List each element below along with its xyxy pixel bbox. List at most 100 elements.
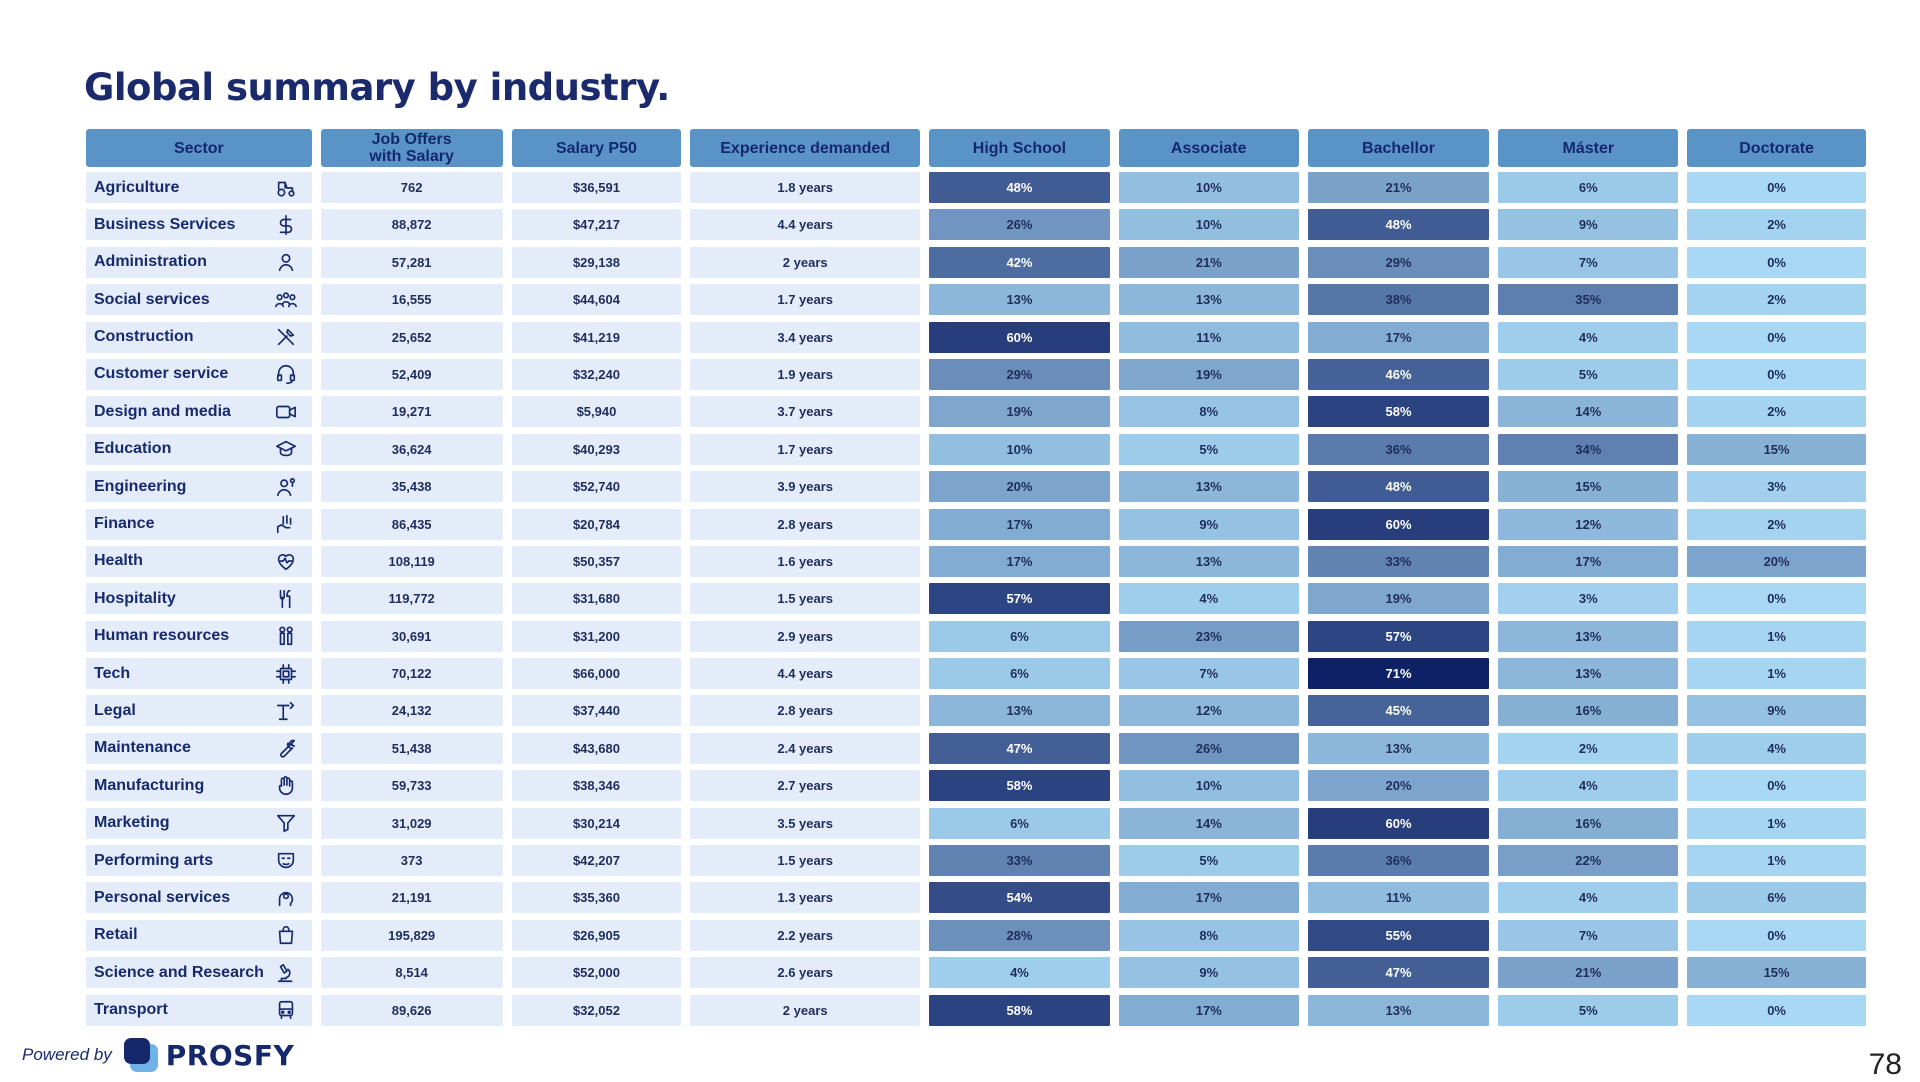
heat-cell-doctorate: 6%: [1687, 882, 1866, 914]
table-row: Health 108,119 $50,357 1.6 years 17% 13% 33% 17…: [86, 543, 1866, 580]
heat-cell-high-school: 28%: [929, 919, 1110, 951]
table-row: Business Services 88,872 $47,217 4.4 years 2…: [86, 206, 1866, 243]
sector-label: Administration: [94, 253, 207, 271]
heat-cell-bachellor: 36%: [1307, 433, 1490, 465]
sector-label: Construction: [94, 328, 194, 346]
experience-cell: 3.4 years: [690, 321, 921, 353]
cutlery-icon: [274, 587, 298, 611]
experience-cell: 2 years: [690, 994, 921, 1026]
heat-cell-high-school: 58%: [929, 770, 1110, 802]
heat-cell-high-school: 33%: [929, 845, 1110, 877]
heat-cell-high-school: 57%: [929, 583, 1110, 615]
job-offers-cell: 24,132: [320, 695, 503, 727]
heat-cell-doctorate: 4%: [1687, 732, 1866, 764]
job-offers-cell: 88,872: [320, 209, 503, 241]
heat-cell-high-school: 4%: [929, 957, 1110, 989]
salary-p50-cell: $44,604: [511, 284, 682, 316]
salary-p50-cell: $52,000: [511, 957, 682, 989]
table-row: Engineering 35,438 $52,740 3.9 years 20% 13% 4…: [86, 468, 1866, 505]
sector-label: Business Services: [94, 215, 236, 233]
sector-label: Retail: [94, 926, 138, 944]
sector-cell: Performing arts: [86, 845, 312, 877]
heat-cell-bachellor: 57%: [1307, 620, 1490, 652]
sector-label: Transport: [94, 1001, 168, 1019]
heat-cell-master: 13%: [1498, 658, 1679, 690]
industry-summary-table: Sector Job Offers with Salary Salary P50 Ex…: [86, 129, 1866, 1029]
job-offers-cell: 8,514: [320, 957, 503, 989]
heat-cell-associate: 21%: [1118, 246, 1299, 278]
table-row: Maintenance 51,438 $43,680 2.4 years 47% 26% 1…: [86, 730, 1866, 767]
table-row: Design and media 19,271 $5,940 3.7 years 19%…: [86, 393, 1866, 430]
sector-label: Social services: [94, 290, 210, 308]
heat-cell-doctorate: 0%: [1687, 919, 1866, 951]
experience-cell: 1.7 years: [690, 433, 921, 465]
heat-cell-doctorate: 2%: [1687, 284, 1866, 316]
sector-cell: Design and media: [86, 396, 312, 428]
heat-cell-master: 9%: [1498, 209, 1679, 241]
graduation-cap-icon: [274, 437, 298, 461]
heat-cell-master: 4%: [1498, 882, 1679, 914]
table-body: Agriculture 762 $36,591 1.8 years 48% 10% 21% 6…: [86, 169, 1866, 1029]
prosfy-logo-icon: [123, 1038, 158, 1072]
salary-p50-cell: $26,905: [511, 919, 682, 951]
heat-cell-master: 16%: [1498, 807, 1679, 839]
table-row: Finance 86,435 $20,784 2.8 years 17% 9% 60% 12%…: [86, 506, 1866, 543]
heat-cell-master: 5%: [1498, 994, 1679, 1026]
heat-cell-doctorate: 0%: [1687, 358, 1866, 390]
sector-cell: Legal: [86, 695, 312, 727]
heat-cell-high-school: 6%: [929, 807, 1110, 839]
sector-cell: Construction: [86, 321, 312, 353]
heat-cell-master: 17%: [1498, 545, 1679, 577]
headset-icon: [274, 362, 298, 386]
salary-p50-cell: $40,293: [511, 433, 682, 465]
sector-cell: Engineering: [86, 471, 312, 503]
sector-label: Performing arts: [94, 851, 214, 869]
heat-cell-bachellor: 13%: [1307, 732, 1490, 764]
sector-label: Legal: [94, 701, 136, 719]
heat-cell-associate: 14%: [1118, 807, 1299, 839]
heat-cell-doctorate: 1%: [1687, 658, 1866, 690]
salary-p50-cell: $41,219: [511, 321, 682, 353]
column-header-salary-p50: Salary P50: [511, 129, 682, 167]
sector-cell: Maintenance: [86, 732, 312, 764]
heat-cell-associate: 26%: [1118, 732, 1299, 764]
experience-cell: 1.8 years: [690, 172, 921, 203]
sector-cell: Customer service: [86, 358, 312, 390]
tractor-icon: [274, 176, 298, 200]
job-offers-cell: 35,438: [320, 471, 503, 503]
heat-cell-master: 35%: [1498, 284, 1679, 316]
experience-cell: 1.5 years: [690, 845, 921, 877]
salary-p50-cell: $47,217: [511, 209, 682, 241]
job-offers-cell: 119,772: [320, 583, 503, 615]
salary-p50-cell: $32,240: [511, 358, 682, 390]
sector-cell: Science and Research: [86, 957, 312, 989]
experience-cell: 2.2 years: [690, 919, 921, 951]
heat-cell-bachellor: 47%: [1307, 957, 1490, 989]
job-offers-cell: 59,733: [320, 770, 503, 802]
sector-label: Marketing: [94, 814, 170, 832]
sector-label: Design and media: [94, 402, 231, 420]
sector-label: Hospitality: [94, 589, 176, 607]
table-row: Tech 70,122 $66,000 4.4 years 6% 7% 71% 13% 1%: [86, 655, 1866, 692]
job-offers-cell: 30,691: [320, 620, 503, 652]
heat-cell-doctorate: 1%: [1687, 807, 1866, 839]
heat-cell-master: 16%: [1498, 695, 1679, 727]
heat-cell-associate: 8%: [1118, 919, 1299, 951]
job-offers-cell: 25,652: [320, 321, 503, 353]
heat-cell-bachellor: 20%: [1307, 770, 1490, 802]
table-row: Legal 24,132 $37,440 2.8 years 13% 12% 45% 16% 9…: [86, 692, 1866, 729]
heat-cell-bachellor: 48%: [1307, 471, 1490, 503]
salary-p50-cell: $42,207: [511, 845, 682, 877]
shopping-bag-icon: [274, 923, 298, 947]
heat-cell-high-school: 17%: [929, 508, 1110, 540]
experience-cell: 2.6 years: [690, 957, 921, 989]
heat-cell-bachellor: 46%: [1307, 358, 1490, 390]
sector-cell: Transport: [86, 994, 312, 1026]
heat-cell-bachellor: 21%: [1307, 172, 1490, 203]
heat-cell-master: 3%: [1498, 583, 1679, 615]
heat-cell-doctorate: 15%: [1687, 957, 1866, 989]
table-row: Education 36,624 $40,293 1.7 years 10% 5% 36% 3…: [86, 431, 1866, 468]
heat-cell-associate: 5%: [1118, 845, 1299, 877]
experience-cell: 2.8 years: [690, 695, 921, 727]
sector-label: Tech: [94, 664, 131, 682]
